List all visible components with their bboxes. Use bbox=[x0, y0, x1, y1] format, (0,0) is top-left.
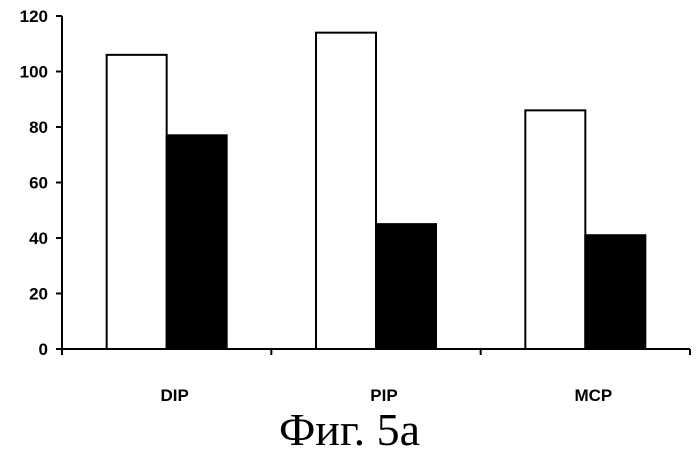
y-tick-label: 80 bbox=[29, 118, 48, 137]
y-tick-label: 40 bbox=[29, 229, 48, 248]
figure-caption: Фиг. 5а bbox=[0, 402, 699, 458]
bar-pip-series-2 bbox=[376, 224, 436, 349]
y-tick-label: 60 bbox=[29, 174, 48, 193]
bar-mcp-series-1 bbox=[525, 110, 585, 349]
bars bbox=[107, 33, 646, 349]
x-axis: DIPPIPMCP bbox=[62, 349, 690, 405]
bar-dip-series-1 bbox=[107, 55, 167, 349]
y-tick-label: 100 bbox=[20, 63, 48, 82]
bar-mcp-series-2 bbox=[585, 235, 645, 349]
y-tick-label: 20 bbox=[29, 285, 48, 304]
y-tick-label: 0 bbox=[39, 340, 48, 359]
y-tick-label: 120 bbox=[20, 7, 48, 26]
y-axis: 0 20 40 60 80 100 120 bbox=[20, 7, 62, 359]
bar-dip-series-2 bbox=[167, 135, 227, 349]
bar-pip-series-1 bbox=[316, 33, 376, 349]
